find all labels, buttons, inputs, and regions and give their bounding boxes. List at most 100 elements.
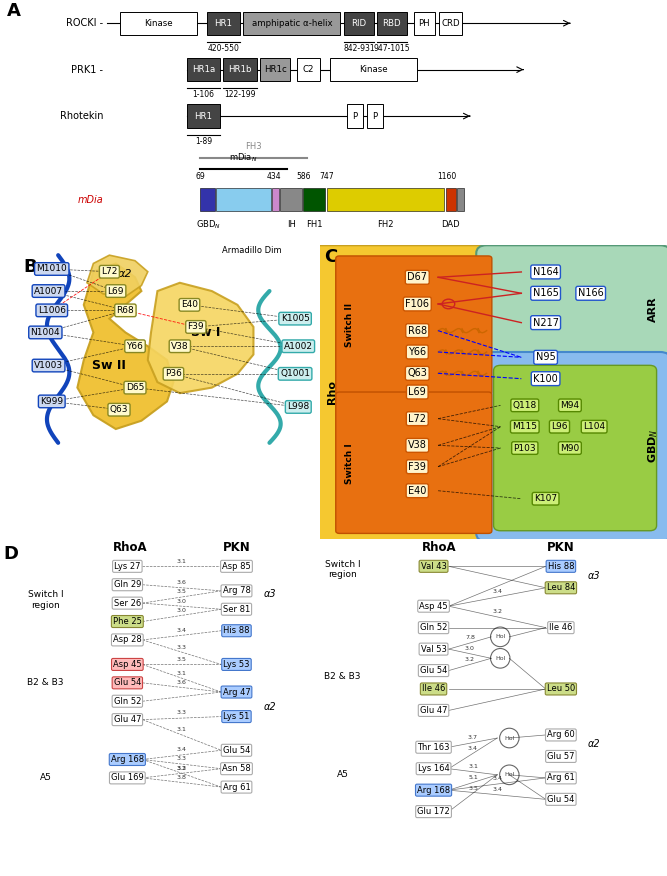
Text: V38: V38 [408, 441, 427, 450]
FancyBboxPatch shape [457, 188, 464, 211]
Text: Asp 45: Asp 45 [113, 660, 141, 669]
Text: L72: L72 [408, 413, 426, 424]
FancyBboxPatch shape [347, 104, 363, 128]
Text: N95: N95 [536, 352, 556, 363]
Text: Ile 46: Ile 46 [549, 623, 572, 632]
Text: Hol: Hol [495, 656, 506, 661]
Text: Lys 27: Lys 27 [114, 562, 141, 571]
Text: HR1b: HR1b [228, 65, 252, 74]
Text: L69: L69 [408, 387, 426, 397]
Text: PKN: PKN [223, 541, 250, 554]
Text: IH: IH [287, 221, 296, 230]
FancyBboxPatch shape [243, 11, 340, 35]
Text: Ser 81: Ser 81 [223, 604, 250, 614]
FancyBboxPatch shape [297, 58, 320, 81]
Text: 3.4: 3.4 [492, 776, 502, 781]
Text: α2: α2 [588, 739, 601, 749]
Text: 3.1: 3.1 [468, 764, 478, 769]
Text: B2 & B3: B2 & B3 [27, 678, 64, 688]
Text: 3.6: 3.6 [177, 580, 187, 585]
Text: R68: R68 [408, 326, 427, 336]
Text: Arg 61: Arg 61 [223, 782, 250, 792]
Text: 3.0: 3.0 [177, 598, 187, 604]
Text: D65: D65 [126, 383, 144, 392]
Text: Hol: Hol [504, 736, 514, 740]
Text: F106: F106 [406, 299, 430, 309]
Polygon shape [87, 255, 148, 297]
Text: 3.8: 3.8 [177, 774, 187, 780]
Text: 1160: 1160 [438, 172, 456, 180]
Text: Lys 53: Lys 53 [223, 660, 249, 669]
Text: 3.3: 3.3 [177, 766, 187, 771]
Text: K107: K107 [534, 494, 557, 503]
Text: 3.5: 3.5 [177, 590, 187, 594]
FancyBboxPatch shape [414, 11, 435, 35]
Text: P: P [372, 111, 378, 121]
FancyBboxPatch shape [446, 188, 456, 211]
Text: F39: F39 [187, 322, 204, 331]
Text: Arg 61: Arg 61 [547, 774, 575, 782]
Text: D67: D67 [408, 272, 428, 282]
Text: Arg 78: Arg 78 [223, 586, 250, 596]
FancyBboxPatch shape [200, 188, 215, 211]
Text: 747: 747 [319, 172, 334, 180]
FancyBboxPatch shape [223, 58, 257, 81]
Text: HR1: HR1 [195, 111, 212, 121]
Text: PH: PH [418, 18, 430, 28]
Text: P103: P103 [514, 443, 536, 453]
Text: Thr 163: Thr 163 [418, 743, 450, 752]
Text: 1-89: 1-89 [195, 137, 212, 146]
FancyBboxPatch shape [309, 245, 511, 541]
FancyBboxPatch shape [344, 11, 374, 35]
Text: 3.3: 3.3 [177, 645, 187, 649]
Text: 3.5: 3.5 [177, 657, 187, 661]
Text: 3.5: 3.5 [468, 786, 478, 790]
Text: Val 43: Val 43 [421, 562, 446, 571]
Text: His 88: His 88 [548, 562, 574, 571]
Text: A: A [7, 3, 21, 20]
Text: FH1: FH1 [307, 221, 323, 230]
Text: α2: α2 [263, 703, 276, 712]
Text: Hol: Hol [495, 634, 506, 639]
Text: Rho: Rho [327, 380, 338, 404]
Text: L1006: L1006 [38, 306, 66, 314]
Text: 3.1: 3.1 [177, 670, 187, 675]
Text: Arg 168: Arg 168 [111, 755, 144, 764]
Text: V38: V38 [171, 342, 189, 350]
Text: CRD: CRD [442, 18, 460, 28]
Text: N166: N166 [578, 288, 604, 299]
Text: 7.8: 7.8 [465, 635, 475, 640]
Text: 3.1: 3.1 [177, 559, 187, 563]
Text: 947-1015: 947-1015 [374, 44, 410, 53]
FancyBboxPatch shape [216, 188, 271, 211]
Text: Q1001: Q1001 [280, 370, 310, 378]
Text: 3.1: 3.1 [177, 727, 187, 732]
Text: FH2: FH2 [378, 221, 394, 230]
Text: Switch I: Switch I [345, 443, 354, 484]
FancyBboxPatch shape [260, 58, 290, 81]
Text: C: C [323, 248, 337, 266]
Text: mDia$_N$: mDia$_N$ [229, 152, 257, 164]
Text: Val 53: Val 53 [421, 645, 446, 653]
FancyBboxPatch shape [476, 245, 667, 373]
Text: A5: A5 [337, 770, 349, 780]
Text: Glu 54: Glu 54 [223, 745, 250, 755]
Text: 586: 586 [296, 172, 311, 180]
Text: α3: α3 [588, 570, 601, 581]
Text: P36: P36 [165, 370, 182, 378]
Text: Phe 25: Phe 25 [113, 617, 142, 626]
Text: D: D [3, 546, 18, 563]
Text: Glu 47: Glu 47 [420, 706, 448, 715]
FancyBboxPatch shape [377, 11, 407, 35]
FancyBboxPatch shape [207, 11, 240, 35]
Text: 5.1: 5.1 [468, 774, 478, 780]
Text: Sw II: Sw II [93, 359, 126, 372]
Text: N164: N164 [533, 267, 558, 277]
Text: RhoA: RhoA [113, 541, 147, 554]
Text: Asn 58: Asn 58 [222, 764, 251, 774]
Text: 842-931: 842-931 [343, 44, 375, 53]
Text: Kinase: Kinase [360, 65, 388, 74]
Text: 3.2: 3.2 [465, 657, 475, 661]
Text: M1010: M1010 [37, 265, 67, 273]
Text: 69: 69 [195, 172, 205, 180]
